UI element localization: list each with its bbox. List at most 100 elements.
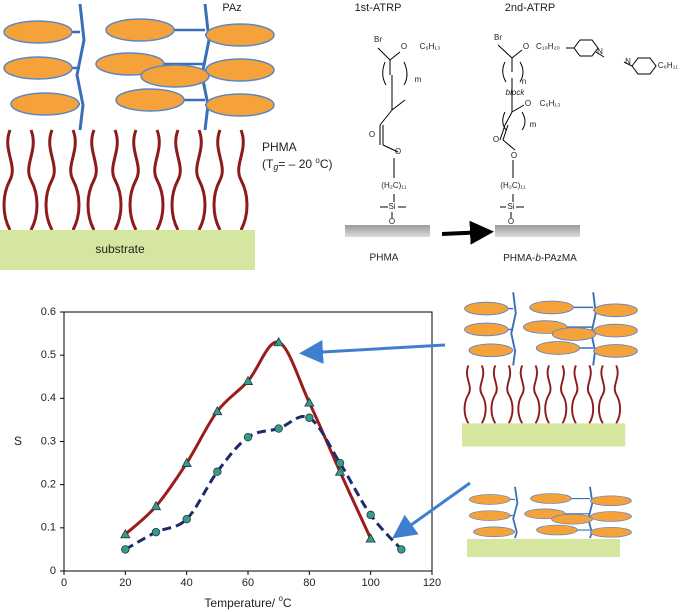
y-tick-label: 0.3 xyxy=(41,435,56,447)
mesogen xyxy=(536,524,578,536)
arrow xyxy=(441,220,494,245)
chem-label: (H₂C)₁₁ xyxy=(381,181,407,190)
chem-label: O xyxy=(511,151,517,160)
polymer-chain xyxy=(237,129,249,231)
polymer-chain xyxy=(544,365,552,424)
marker xyxy=(304,397,315,407)
marker xyxy=(212,405,223,416)
marker xyxy=(274,424,283,433)
arrow xyxy=(392,481,471,539)
polymer-chain xyxy=(463,365,471,424)
mesogen xyxy=(530,493,572,504)
polymer-chain xyxy=(153,129,165,231)
y-axis-label: S xyxy=(14,434,22,448)
surface xyxy=(345,225,430,237)
backbone xyxy=(510,292,517,366)
polymer-chain xyxy=(86,129,98,231)
polymer-chain xyxy=(2,129,14,231)
substrate xyxy=(0,230,255,270)
substrate xyxy=(462,423,626,447)
text: b xyxy=(535,253,541,264)
y-tick-label: 0.5 xyxy=(41,349,56,361)
mesogen xyxy=(105,18,175,42)
label: 2nd-ATRP xyxy=(505,2,556,14)
chem-label: Br xyxy=(374,35,382,44)
label: PHMA-b-PAzMA xyxy=(503,253,577,264)
mesogen xyxy=(3,20,73,44)
mesogen xyxy=(468,494,511,505)
polymer-chain xyxy=(195,129,207,231)
mesogen xyxy=(551,327,597,341)
x-tick-label: 20 xyxy=(119,577,131,589)
series-line xyxy=(124,340,373,540)
mesogen xyxy=(115,88,185,112)
marker xyxy=(182,515,191,524)
mesogen xyxy=(535,341,581,355)
label: substrate xyxy=(95,242,145,256)
text: C) xyxy=(320,157,333,171)
plot: 0 20 40 60 80 100 120 0 0.1 0.2 0.3 0.4 0.5 0.6 xyxy=(41,306,441,589)
label: PHMA xyxy=(370,253,399,264)
chem-label: N xyxy=(625,57,631,66)
x-tick-label: 60 xyxy=(242,577,254,589)
polymer-chain xyxy=(560,365,568,424)
polymer-chain xyxy=(490,365,498,424)
x-tick-label: 0 xyxy=(61,577,67,589)
marker xyxy=(213,467,222,476)
label: (Tg= – 20 oC) xyxy=(262,156,333,172)
mesogen xyxy=(205,23,275,47)
mesogen xyxy=(473,526,515,538)
polymer-chain xyxy=(44,129,56,231)
chem-label: Br xyxy=(494,33,502,42)
polymer-chain xyxy=(586,365,595,424)
chem-label: Si xyxy=(388,202,395,211)
chem-label: m xyxy=(530,120,537,129)
text: PHMA- xyxy=(503,253,535,264)
chem-label: C₆H₁₃ xyxy=(420,42,441,51)
substrate xyxy=(467,539,620,557)
text: -PAzMA xyxy=(541,253,577,264)
mesogen xyxy=(593,344,638,358)
marker xyxy=(335,458,345,468)
marker xyxy=(120,528,131,539)
marker xyxy=(151,527,161,537)
marker xyxy=(242,375,254,385)
chem-label: O xyxy=(369,130,375,139)
chem-label: O xyxy=(389,217,395,226)
polymer-chain xyxy=(533,365,541,424)
brush-schematic-small xyxy=(462,292,638,447)
plot-frame xyxy=(63,311,433,572)
marker xyxy=(273,336,284,347)
polymer-chain xyxy=(111,129,123,231)
chem-label: C₆H₁₃ xyxy=(540,99,561,108)
chem-label: n xyxy=(522,77,526,86)
polymer-chain xyxy=(506,365,514,424)
text: (T xyxy=(262,157,274,171)
chem-label: O xyxy=(523,42,529,51)
x-tick-label: 40 xyxy=(181,577,193,589)
series-line xyxy=(124,414,403,551)
marker xyxy=(243,432,253,442)
x-tick-label: 100 xyxy=(361,577,379,589)
mesogen xyxy=(205,93,275,117)
label: PAz xyxy=(222,2,241,14)
brush-schematic-small xyxy=(467,486,632,557)
chem-label: O xyxy=(401,42,407,51)
text: o xyxy=(278,594,283,603)
chem-label: (H₂C)₁₁ xyxy=(500,181,526,190)
text: = – 20 xyxy=(278,157,315,171)
text: o xyxy=(315,156,320,165)
chem-label: O xyxy=(508,217,514,226)
marker xyxy=(365,533,376,543)
polymer-chain xyxy=(598,365,606,424)
chem-label: O xyxy=(493,135,499,144)
x-tick-label: 80 xyxy=(303,577,315,589)
text: Temperature/ xyxy=(204,596,278,610)
mesogen xyxy=(593,323,638,338)
polymer-chain xyxy=(212,129,224,231)
chem-label: Si xyxy=(507,202,514,211)
mesogen xyxy=(464,301,509,316)
mesogen xyxy=(464,322,509,337)
y-tick-label: 0.1 xyxy=(41,522,56,534)
